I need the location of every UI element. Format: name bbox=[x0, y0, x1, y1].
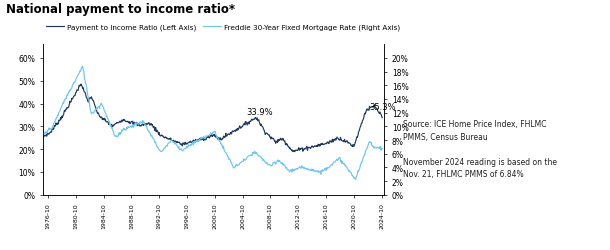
Payment to Income Ratio (Left Axis) bbox=[77, 83, 85, 86]
Freddie 30-Year Fixed Mortgage Rate (Right Axis) bbox=[379, 148, 386, 150]
Payment to Income Ratio (Left Axis) bbox=[291, 150, 298, 154]
Payment to Income Ratio (Left Axis) bbox=[364, 108, 371, 111]
Legend: Payment to Income Ratio (Left Axis), Freddie 30-Year Fixed Mortgage Rate (Right : Payment to Income Ratio (Left Axis), Fre… bbox=[43, 22, 403, 34]
Freddie 30-Year Fixed Mortgage Rate (Right Axis) bbox=[352, 178, 359, 181]
Payment to Income Ratio (Left Axis) bbox=[302, 148, 309, 150]
Freddie 30-Year Fixed Mortgage Rate (Right Axis) bbox=[65, 93, 72, 96]
Freddie 30-Year Fixed Mortgage Rate (Right Axis) bbox=[339, 161, 346, 164]
Payment to Income Ratio (Left Axis) bbox=[65, 107, 72, 110]
Line: Freddie 30-Year Fixed Mortgage Rate (Right Axis): Freddie 30-Year Fixed Mortgage Rate (Rig… bbox=[43, 67, 382, 180]
Freddie 30-Year Fixed Mortgage Rate (Right Axis) bbox=[39, 133, 46, 136]
Payment to Income Ratio (Left Axis) bbox=[340, 140, 347, 142]
Freddie 30-Year Fixed Mortgage Rate (Right Axis) bbox=[233, 163, 240, 166]
Freddie 30-Year Fixed Mortgage Rate (Right Axis) bbox=[246, 154, 254, 157]
Line: Payment to Income Ratio (Left Axis): Payment to Income Ratio (Left Axis) bbox=[43, 85, 382, 152]
Text: Source: ICE Home Price Index, FHLMC
PMMS, Census Bureau

November 2024 reading i: Source: ICE Home Price Index, FHLMC PMMS… bbox=[403, 120, 556, 179]
Freddie 30-Year Fixed Mortgage Rate (Right Axis) bbox=[364, 147, 371, 150]
Payment to Income Ratio (Left Axis) bbox=[379, 117, 386, 120]
Freddie 30-Year Fixed Mortgage Rate (Right Axis) bbox=[79, 66, 87, 68]
Payment to Income Ratio (Left Axis) bbox=[233, 130, 240, 132]
Freddie 30-Year Fixed Mortgage Rate (Right Axis) bbox=[301, 167, 309, 170]
Payment to Income Ratio (Left Axis) bbox=[39, 134, 46, 137]
Text: National payment to income ratio*: National payment to income ratio* bbox=[6, 2, 235, 16]
Text: 33.9%: 33.9% bbox=[246, 108, 273, 117]
Text: 35.3%: 35.3% bbox=[370, 103, 396, 112]
Payment to Income Ratio (Left Axis) bbox=[246, 120, 254, 123]
